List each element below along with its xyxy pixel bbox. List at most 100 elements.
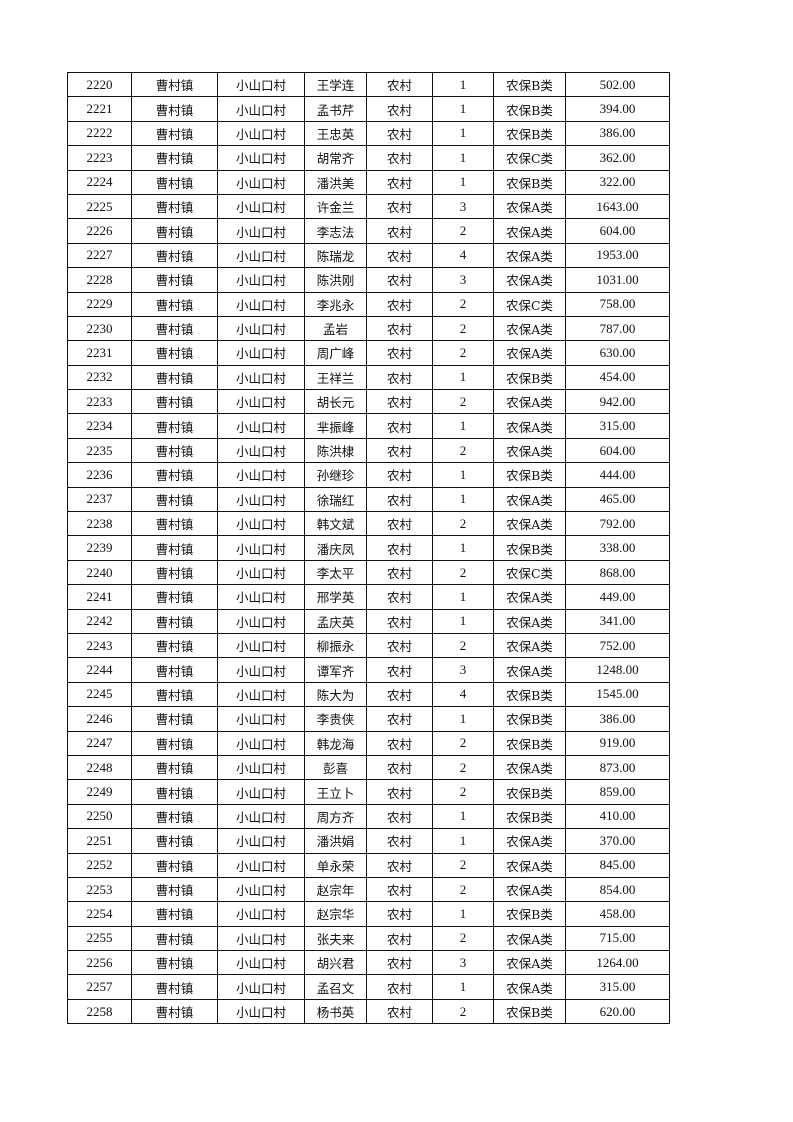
category-cell: 农保A类 (493, 828, 566, 854)
amount-cell: 630.00 (565, 340, 670, 366)
table-row: 2244 曹村镇 小山口村 谭军齐 农村 3 农保A类 1248.00 (67, 657, 670, 683)
member-count-cell: 1 (432, 608, 494, 634)
amount-cell: 758.00 (565, 291, 670, 317)
household-type-cell: 农村 (366, 486, 433, 513)
household-type-cell: 农村 (366, 876, 433, 903)
household-type-cell: 农村 (366, 950, 433, 976)
member-count-cell: 2 (432, 511, 494, 537)
member-count-cell: 2 (432, 632, 494, 659)
table-row: 2237 曹村镇 小山口村 徐瑞红 农村 1 农保A类 465.00 (67, 486, 670, 513)
village-cell: 小山口村 (217, 437, 305, 464)
village-cell: 小山口村 (217, 974, 305, 1000)
amount-cell: 787.00 (565, 315, 670, 342)
village-cell: 小山口村 (217, 925, 305, 952)
town-cell: 曹村镇 (131, 169, 218, 195)
serial-number-cell: 2236 (67, 462, 132, 488)
table-row: 2252 曹村镇 小山口村 单永荣 农村 2 农保A类 845.00 (67, 852, 670, 878)
household-type-cell: 农村 (366, 681, 433, 708)
village-cell: 小山口村 (217, 876, 305, 903)
town-cell: 曹村镇 (131, 828, 218, 854)
amount-cell: 1031.00 (565, 267, 670, 293)
village-cell: 小山口村 (217, 364, 305, 391)
serial-number-cell: 2246 (67, 706, 132, 732)
household-type-cell: 农村 (366, 145, 433, 171)
name-cell: 李志法 (304, 218, 367, 244)
amount-cell: 338.00 (565, 535, 670, 561)
category-cell: 农保A类 (493, 852, 566, 878)
category-cell: 农保B类 (493, 169, 566, 195)
member-count-cell: 2 (432, 340, 494, 366)
town-cell: 曹村镇 (131, 193, 218, 220)
town-cell: 曹村镇 (131, 950, 218, 976)
serial-number-cell: 2245 (67, 681, 132, 708)
amount-cell: 604.00 (565, 218, 670, 244)
category-cell: 农保A类 (493, 218, 566, 244)
serial-number-cell: 2232 (67, 364, 132, 391)
category-cell: 农保C类 (493, 559, 566, 586)
member-count-cell: 3 (432, 950, 494, 976)
serial-number-cell: 2239 (67, 535, 132, 561)
serial-number-cell: 2235 (67, 437, 132, 464)
amount-cell: 604.00 (565, 437, 670, 464)
table-row: 2221 曹村镇 小山口村 孟书芹 农村 1 农保B类 394.00 (67, 96, 670, 122)
name-cell: 孟庆英 (304, 608, 367, 634)
member-count-cell: 2 (432, 852, 494, 878)
category-cell: 农保A类 (493, 632, 566, 659)
village-cell: 小山口村 (217, 950, 305, 976)
amount-cell: 854.00 (565, 876, 670, 903)
category-cell: 农保B类 (493, 535, 566, 561)
amount-cell: 1953.00 (565, 242, 670, 269)
name-cell: 周方齐 (304, 803, 367, 830)
table-row: 2227 曹村镇 小山口村 陈瑞龙 农村 4 农保A类 1953.00 (67, 242, 670, 269)
town-cell: 曹村镇 (131, 925, 218, 952)
amount-cell: 444.00 (565, 462, 670, 488)
name-cell: 王学连 (304, 71, 367, 98)
household-type-cell: 农村 (366, 193, 433, 220)
category-cell: 农保A类 (493, 608, 566, 634)
town-cell: 曹村镇 (131, 96, 218, 122)
table-row: 2246 曹村镇 小山口村 李贵侠 农村 1 农保B类 386.00 (67, 706, 670, 732)
village-cell: 小山口村 (217, 291, 305, 317)
member-count-cell: 4 (432, 681, 494, 708)
category-cell: 农保A类 (493, 754, 566, 781)
name-cell: 陈洪棣 (304, 437, 367, 464)
name-cell: 韩龙海 (304, 730, 367, 756)
amount-cell: 386.00 (565, 706, 670, 732)
category-cell: 农保A类 (493, 876, 566, 903)
member-count-cell: 2 (432, 437, 494, 464)
serial-number-cell: 2222 (67, 120, 132, 147)
household-type-cell: 农村 (366, 511, 433, 537)
amount-cell: 315.00 (565, 413, 670, 439)
household-type-cell: 农村 (366, 803, 433, 830)
serial-number-cell: 2225 (67, 193, 132, 220)
subsidy-table: 2220 曹村镇 小山口村 王学连 农村 1 农保B类 502.00 2221 曹村镇 小山口村 孟书… (67, 71, 670, 1025)
town-cell: 曹村镇 (131, 389, 218, 415)
amount-cell: 322.00 (565, 169, 670, 195)
name-cell: 邢学英 (304, 584, 367, 610)
serial-number-cell: 2248 (67, 754, 132, 781)
household-type-cell: 农村 (366, 657, 433, 683)
table-row: 2243 曹村镇 小山口村 柳振永 农村 2 农保A类 752.00 (67, 632, 670, 659)
town-cell: 曹村镇 (131, 462, 218, 488)
table-row: 2220 曹村镇 小山口村 王学连 农村 1 农保B类 502.00 (67, 71, 670, 98)
serial-number-cell: 2221 (67, 96, 132, 122)
town-cell: 曹村镇 (131, 315, 218, 342)
table-row: 2235 曹村镇 小山口村 陈洪棣 农村 2 农保A类 604.00 (67, 437, 670, 464)
serial-number-cell: 2255 (67, 925, 132, 952)
serial-number-cell: 2251 (67, 828, 132, 854)
serial-number-cell: 2257 (67, 974, 132, 1000)
name-cell: 陈洪刚 (304, 267, 367, 293)
amount-cell: 868.00 (565, 559, 670, 586)
table-row: 2257 曹村镇 小山口村 孟召文 农村 1 农保A类 315.00 (67, 974, 670, 1000)
member-count-cell: 2 (432, 218, 494, 244)
table-row: 2256 曹村镇 小山口村 胡兴君 农村 3 农保A类 1264.00 (67, 950, 670, 976)
town-cell: 曹村镇 (131, 584, 218, 610)
name-cell: 李贵侠 (304, 706, 367, 732)
member-count-cell: 1 (432, 462, 494, 488)
table-row: 2226 曹村镇 小山口村 李志法 农村 2 农保A类 604.00 (67, 218, 670, 244)
village-cell: 小山口村 (217, 803, 305, 830)
member-count-cell: 1 (432, 364, 494, 391)
amount-cell: 859.00 (565, 779, 670, 805)
table-row: 2240 曹村镇 小山口村 李太平 农村 2 农保C类 868.00 (67, 559, 670, 586)
village-cell: 小山口村 (217, 608, 305, 634)
